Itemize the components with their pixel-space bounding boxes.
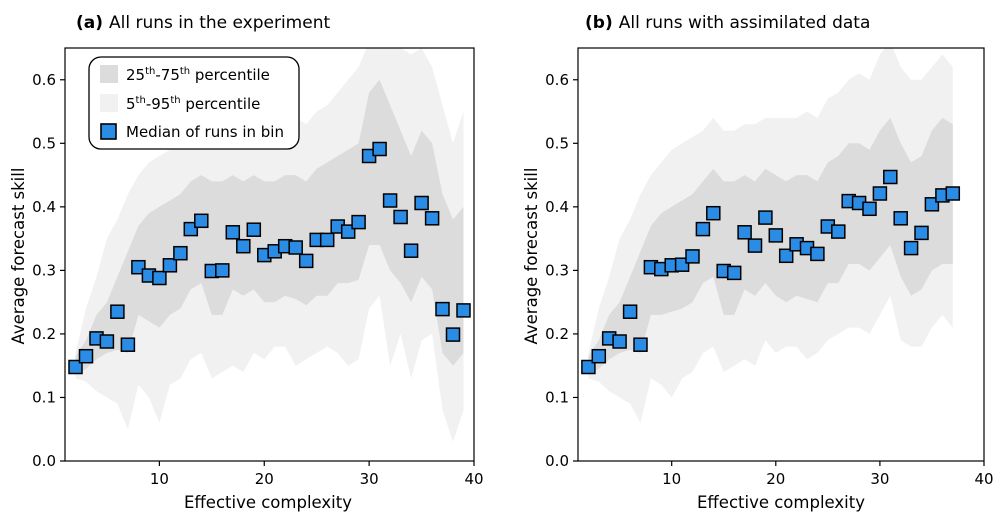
median-point bbox=[768, 228, 784, 243]
median-point bbox=[726, 265, 742, 281]
panel-a-title-text: All runs in the experiment bbox=[109, 13, 330, 33]
median-point bbox=[246, 222, 262, 237]
panel-b-title: (b) All runs with assimilated data bbox=[585, 13, 870, 33]
x-tick-label: 30 bbox=[870, 470, 889, 488]
legend-frame bbox=[88, 56, 300, 150]
median-point bbox=[403, 243, 419, 258]
median-point bbox=[737, 225, 752, 240]
median-point bbox=[194, 213, 209, 229]
median-point bbox=[68, 359, 83, 375]
y-tick-label: 0.4 bbox=[32, 198, 56, 216]
y-tick-label: 0.3 bbox=[32, 261, 56, 279]
panel-a-title: (a) All runs in the experiment bbox=[76, 13, 330, 33]
x-axis-label-b: Effective complexity bbox=[697, 493, 865, 512]
y-axis-label-b: Average forecast skill bbox=[522, 168, 541, 345]
panel-b: (b) All runs with assimilated data 10 20 30… bbox=[522, 13, 994, 512]
x-tick-label: 40 bbox=[974, 470, 993, 488]
x-axis-label-a: Effective complexity bbox=[184, 493, 352, 512]
plot-area-a: 10 20 30 40 0.0 0.1 0.2 0.3 0.4 0.5 0.6 bbox=[32, 47, 484, 488]
median-point bbox=[99, 334, 115, 349]
median-point bbox=[778, 248, 794, 264]
median-point bbox=[173, 245, 188, 261]
median-point bbox=[831, 224, 846, 239]
median-point bbox=[225, 225, 241, 240]
legend-swatch-iqr bbox=[100, 65, 118, 83]
y-tick-label: 0.3 bbox=[545, 261, 569, 279]
median-point bbox=[706, 205, 721, 221]
x-tick-label: 40 bbox=[464, 470, 483, 488]
median-point bbox=[152, 270, 167, 286]
y-axis-label-a: Average forecast skill bbox=[9, 168, 28, 345]
axes-frame-a bbox=[64, 47, 475, 462]
median-point bbox=[298, 253, 314, 269]
median-point bbox=[633, 337, 648, 352]
median-point bbox=[893, 211, 908, 226]
median-point bbox=[747, 238, 763, 253]
x-tick-label: 20 bbox=[255, 470, 274, 488]
median-point bbox=[695, 221, 711, 237]
median-point bbox=[351, 214, 366, 230]
x-tick-label: 10 bbox=[150, 470, 169, 488]
legend-label-median: Median of runs in bin bbox=[126, 123, 284, 141]
y-tick-label: 0.2 bbox=[545, 325, 569, 343]
y-tick-label: 0.5 bbox=[545, 134, 569, 152]
median-point bbox=[445, 327, 461, 342]
median-point bbox=[872, 186, 888, 201]
median-point bbox=[862, 201, 877, 217]
median-point bbox=[456, 303, 471, 318]
y-tick-label: 0.0 bbox=[32, 452, 56, 470]
median-point bbox=[622, 304, 638, 319]
legend: 25th-75th percentile 5th-95th percentile… bbox=[88, 56, 300, 150]
median-point bbox=[382, 193, 398, 208]
median-point bbox=[810, 246, 825, 262]
band-25-75-b bbox=[588, 117, 953, 376]
median-point bbox=[945, 186, 961, 201]
plot-area-b: 10 20 30 40 0.0 0.1 0.2 0.3 0.4 0.5 0.6 bbox=[545, 47, 994, 488]
x-tick-label: 20 bbox=[766, 470, 785, 488]
median-point bbox=[758, 210, 773, 225]
axes-frame-b bbox=[577, 47, 985, 462]
median-point bbox=[110, 304, 125, 319]
legend-swatch-p90 bbox=[100, 94, 118, 112]
legend-marker-median bbox=[100, 123, 117, 140]
legend-label-iqr: 25th-75th percentile bbox=[126, 66, 270, 84]
y-tick-label: 0.1 bbox=[32, 388, 56, 406]
y-tick-label: 0.5 bbox=[32, 134, 56, 152]
median-point bbox=[883, 169, 898, 185]
y-tick-label: 0.0 bbox=[545, 452, 569, 470]
median-point bbox=[612, 334, 627, 349]
median-point bbox=[236, 238, 251, 254]
median-point bbox=[78, 348, 94, 364]
median-point bbox=[435, 301, 450, 317]
y-tick-label: 0.1 bbox=[545, 388, 569, 406]
x-tick-label: 30 bbox=[360, 470, 379, 488]
panel-a-label: (a) bbox=[76, 13, 103, 33]
median-point bbox=[685, 249, 700, 264]
panel-a: (a) All runs in the experiment 10 20 30 40 0.… bbox=[9, 13, 484, 512]
y-tick-label: 0.6 bbox=[32, 71, 56, 89]
legend-label-p90: 5th-95th percentile bbox=[126, 95, 260, 113]
median-point bbox=[215, 263, 230, 278]
median-point bbox=[903, 240, 919, 256]
median-point bbox=[162, 258, 178, 273]
median-point bbox=[319, 232, 335, 248]
median-point bbox=[424, 211, 440, 226]
median-point bbox=[288, 240, 303, 255]
median-point bbox=[581, 359, 596, 375]
y-tick-label: 0.6 bbox=[545, 71, 569, 89]
median-point bbox=[414, 195, 429, 211]
median-point bbox=[914, 225, 929, 241]
median-point bbox=[372, 141, 387, 157]
panel-b-title-text: All runs with assimilated data bbox=[619, 13, 871, 33]
x-tick-label: 10 bbox=[662, 470, 681, 488]
y-tick-label: 0.4 bbox=[545, 198, 569, 216]
median-point bbox=[120, 337, 136, 352]
median-point bbox=[393, 209, 408, 225]
y-tick-label: 0.2 bbox=[32, 325, 56, 343]
panel-b-label: (b) bbox=[585, 13, 613, 33]
median-point bbox=[591, 348, 607, 364]
